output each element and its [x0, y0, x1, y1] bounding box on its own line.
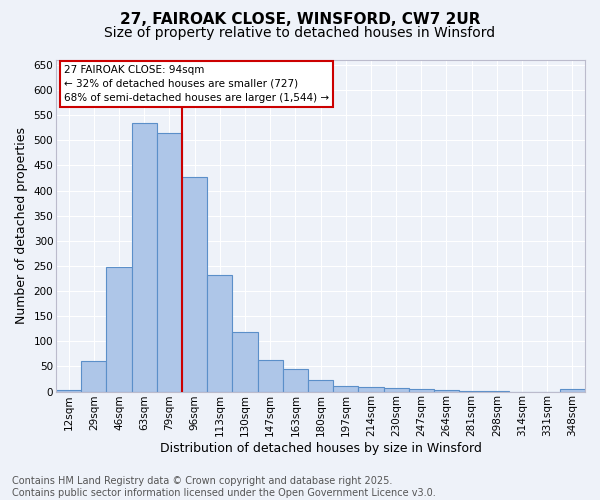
- Bar: [333, 386, 358, 392]
- Bar: [308, 380, 333, 392]
- Bar: [182, 177, 207, 392]
- Bar: [358, 387, 383, 392]
- Bar: [459, 391, 484, 392]
- Bar: [207, 275, 232, 392]
- Bar: [81, 362, 106, 392]
- Bar: [383, 388, 409, 392]
- Bar: [434, 390, 459, 392]
- Text: Contains HM Land Registry data © Crown copyright and database right 2025.
Contai: Contains HM Land Registry data © Crown c…: [12, 476, 436, 498]
- Bar: [409, 388, 434, 392]
- Bar: [106, 267, 131, 392]
- Bar: [131, 123, 157, 392]
- Text: Size of property relative to detached houses in Winsford: Size of property relative to detached ho…: [104, 26, 496, 40]
- X-axis label: Distribution of detached houses by size in Winsford: Distribution of detached houses by size …: [160, 442, 481, 455]
- Y-axis label: Number of detached properties: Number of detached properties: [15, 128, 28, 324]
- Bar: [283, 369, 308, 392]
- Bar: [484, 391, 509, 392]
- Text: 27 FAIROAK CLOSE: 94sqm
← 32% of detached houses are smaller (727)
68% of semi-d: 27 FAIROAK CLOSE: 94sqm ← 32% of detache…: [64, 65, 329, 103]
- Bar: [257, 360, 283, 392]
- Bar: [157, 133, 182, 392]
- Text: 27, FAIROAK CLOSE, WINSFORD, CW7 2UR: 27, FAIROAK CLOSE, WINSFORD, CW7 2UR: [120, 12, 480, 28]
- Bar: [56, 390, 81, 392]
- Bar: [232, 332, 257, 392]
- Bar: [560, 389, 585, 392]
